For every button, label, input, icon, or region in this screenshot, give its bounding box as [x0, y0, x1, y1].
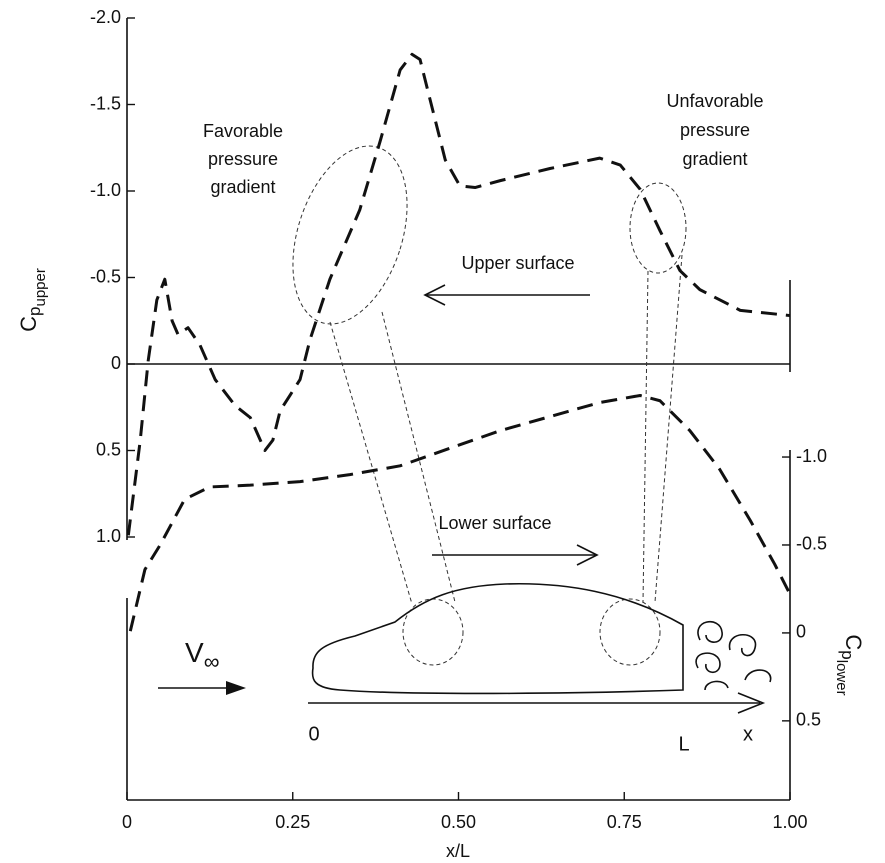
- arrow-head: [576, 544, 599, 566]
- car-outline: [311, 582, 684, 695]
- annotation: pressure: [680, 120, 750, 140]
- connector: [642, 270, 649, 603]
- connector: [381, 311, 456, 603]
- annotation: pressure: [208, 149, 278, 169]
- y-tick-label: -0.5: [90, 266, 121, 286]
- wake: [695, 620, 772, 691]
- annotation: gradient: [682, 149, 747, 169]
- y-tick-label: 1.0: [96, 526, 121, 546]
- y2-tick-label: 0: [796, 622, 806, 642]
- arrow-head: [737, 692, 766, 714]
- x-tick-label: 1.00: [772, 812, 807, 832]
- annotation: 0: [308, 723, 319, 745]
- x-axis-label: x/L: [446, 841, 470, 861]
- y-tick-label: 0: [111, 353, 121, 373]
- annotation: Upper surface: [461, 253, 574, 273]
- annotation: V∞: [185, 637, 219, 673]
- y2-tick-label: -0.5: [796, 534, 827, 554]
- y2-axis-label: Cplower: [833, 634, 866, 695]
- x-tick-label: 0.50: [441, 812, 476, 832]
- annotation: gradient: [210, 177, 275, 197]
- arrow-head: [226, 681, 246, 695]
- annotation: x: [743, 723, 753, 745]
- y-tick-label: -1.0: [90, 180, 121, 200]
- x-tick-label: 0.25: [275, 812, 310, 832]
- connector: [654, 254, 683, 603]
- highlight-ellipse: [599, 598, 661, 666]
- annotation: Favorable: [203, 121, 283, 141]
- x-tick-label: 0.75: [607, 812, 642, 832]
- y-axis-label: Cpupper: [16, 268, 49, 332]
- highlight-ellipse: [629, 182, 687, 274]
- annotation: L: [678, 733, 689, 755]
- annotation: Lower surface: [438, 513, 551, 533]
- y2-tick-label: 0.5: [796, 710, 821, 730]
- y2-tick-label: -1.0: [796, 446, 827, 466]
- annotation: Unfavorable: [666, 91, 763, 111]
- data-line: [126, 52, 791, 536]
- x-tick-label: 0: [122, 812, 132, 832]
- y-tick-label: -1.5: [90, 93, 121, 113]
- y-tick-label: -2.0: [90, 7, 121, 27]
- y-tick-label: 0.5: [96, 439, 121, 459]
- arrow-head: [423, 284, 446, 306]
